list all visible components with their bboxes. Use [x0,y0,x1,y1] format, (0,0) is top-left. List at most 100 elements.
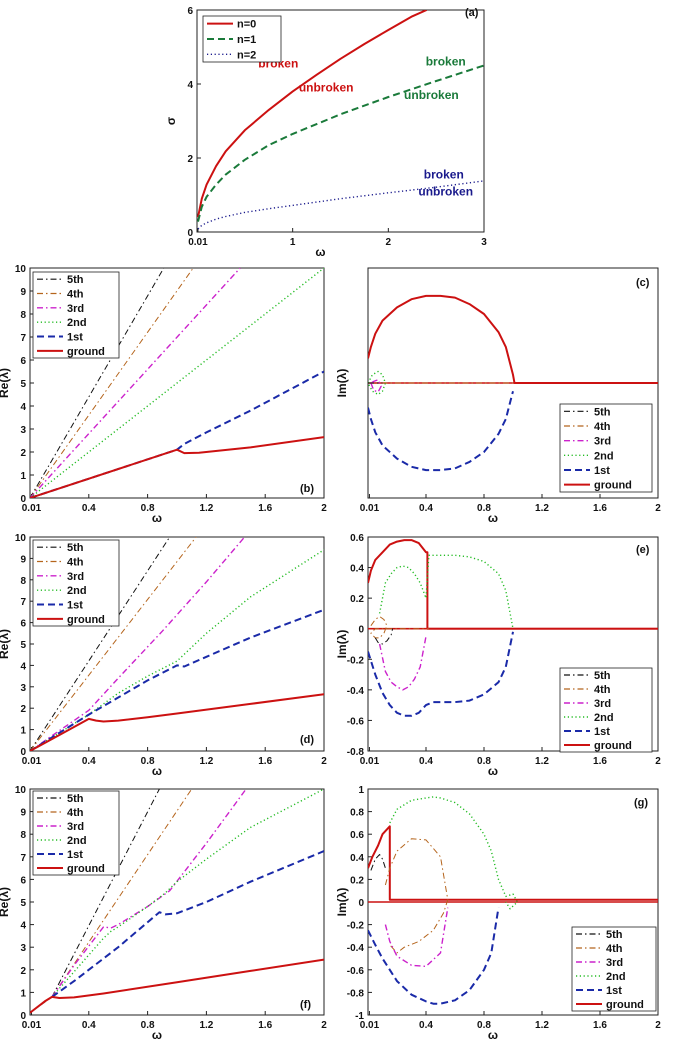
x-tick-label: 0.8 [477,756,491,767]
legend-label: ground [67,614,105,626]
series-ground-line [368,294,658,384]
y-tick-label: -0.4 [347,943,365,954]
legend: n=0 n=1 n=2 [202,15,282,63]
series-2nd-line [368,370,387,396]
series-1st-line [368,390,514,472]
y-tick-label: 5 [20,640,26,651]
x-tick-label: 2 [655,1020,661,1031]
y-tick-label: 8 [20,310,26,321]
x-tick-label: 0.4 [82,756,96,767]
y-tick-label: 0 [20,494,26,505]
y-tick-label: 0.2 [350,875,364,886]
series-5th-line [374,628,394,645]
legend-label: 5th [67,793,84,805]
x-axis-label: ω [152,1028,162,1042]
x-tick-label: 1.6 [258,503,272,514]
legend-label: 2nd [606,971,626,983]
y-tick-label: 4 [20,661,26,672]
legend-label: 1st [606,985,622,997]
x-tick-label: 0.4 [419,1020,433,1031]
panel-tag: (d) [300,734,314,746]
y-tick-label: -0.4 [347,686,365,697]
x-tick-label: 2 [655,756,661,767]
legend-label: 4th [594,421,611,433]
y-tick-label: 6 [20,356,26,367]
panel-f: 0.01 0.4 0.8 1.2 1.6 2 0 1 2 3 4 5 6 7 8 9 10 ω Re(λ) (f) 5t… [0,785,327,1042]
y-tick-label: 0 [20,747,26,758]
series-4th-line [30,268,194,498]
y-tick-label: 0 [187,228,193,239]
x-tick-label: 1 [290,237,296,248]
legend-label: 2nd [67,835,87,847]
series-3rd-line [51,789,247,998]
y-tick-label: 0.6 [350,830,364,841]
series-5th-line [30,537,171,751]
legend-label: ground [606,999,644,1011]
legend-label: 4th [67,807,84,819]
series-3rd-line [30,268,241,498]
x-tick-label: 0.8 [141,1020,155,1031]
x-tick-label: 0.01 [22,756,42,767]
x-axis-label: ω [488,1028,498,1042]
x-tick-label: 2 [321,1020,327,1031]
panel-b: 0.01 0.4 0.8 1.2 1.6 2 0 1 2 3 4 5 6 7 8 9 10 ω Re(λ) (b) 5t… [0,264,327,525]
x-tick-label: 1.2 [199,756,213,767]
x-axis-label: ω [488,511,498,525]
y-tick-label: -0.8 [347,747,365,758]
legend-label: 3rd [606,957,623,969]
y-axis-label: Im(λ) [335,888,349,917]
series-2nd-line [389,796,519,910]
legend: 5th 4th 3rd 2nd 1st ground [559,667,653,753]
x-tick-label: 0.4 [82,1020,96,1031]
panel-tag: (c) [636,277,650,289]
legend: 5th 4th 3rd 2nd 1st ground [32,271,120,359]
y-axis-label: σ [164,117,178,125]
series-3rd-line [378,636,427,691]
x-axis-label: ω [152,511,162,525]
x-tick-label: 0.01 [22,503,42,514]
y-axis-label: Im(λ) [335,369,349,398]
y-tick-label: 6 [187,6,193,17]
legend-box [32,271,120,359]
x-tick-label: 1.6 [593,503,607,514]
x-tick-label: 0.8 [141,503,155,514]
series-1st-line [30,370,324,498]
x-tick-label: 2 [386,237,392,248]
panel-tag: (e) [636,544,650,556]
legend-label: 4th [594,684,611,696]
series-group [197,10,484,230]
y-axis-label: Re(λ) [0,368,11,398]
y-tick-label: 6 [20,875,26,886]
series-group [368,796,658,1005]
panel-c: 0.01 0.4 0.8 1.2 1.6 2 ω Im(λ) (c) 5th 4th 3rd 2nd 1s… [335,267,661,525]
x-tick-label: 0.8 [141,756,155,767]
x-tick-label: 0.01 [360,756,380,767]
y-tick-label: 2 [20,704,26,715]
y-tick-label: 10 [15,785,27,796]
series-ground-line [368,539,658,630]
legend-label: ground [594,480,632,492]
series-group [30,537,324,751]
legend: 5th 4th 3rd 2nd 1st ground [559,403,653,493]
legend-label: 1st [67,332,83,344]
y-tick-label: 0 [20,1011,26,1022]
x-tick-label: 2 [655,503,661,514]
legend-label: 2nd [594,712,614,724]
annotation-label: unbroken [404,88,459,102]
y-tick-label: 1 [20,988,26,999]
series-group [30,268,324,498]
y-tick-label: 0 [358,625,364,636]
series-1st-line [368,631,514,717]
y-tick-label: -0.6 [347,716,365,727]
x-tick-label: 1.6 [593,756,607,767]
y-tick-label: 1 [20,726,26,737]
series-4th-line [370,616,429,639]
series-1st-line [368,907,500,1005]
y-tick-label: 8 [20,830,26,841]
y-tick-label: 2 [187,154,193,165]
legend-label: 4th [67,557,84,569]
legend-label: 2nd [594,450,614,462]
legend-label: 2nd [67,317,87,329]
y-tick-label: -0.2 [347,921,365,932]
legend-label: 4th [67,289,84,301]
